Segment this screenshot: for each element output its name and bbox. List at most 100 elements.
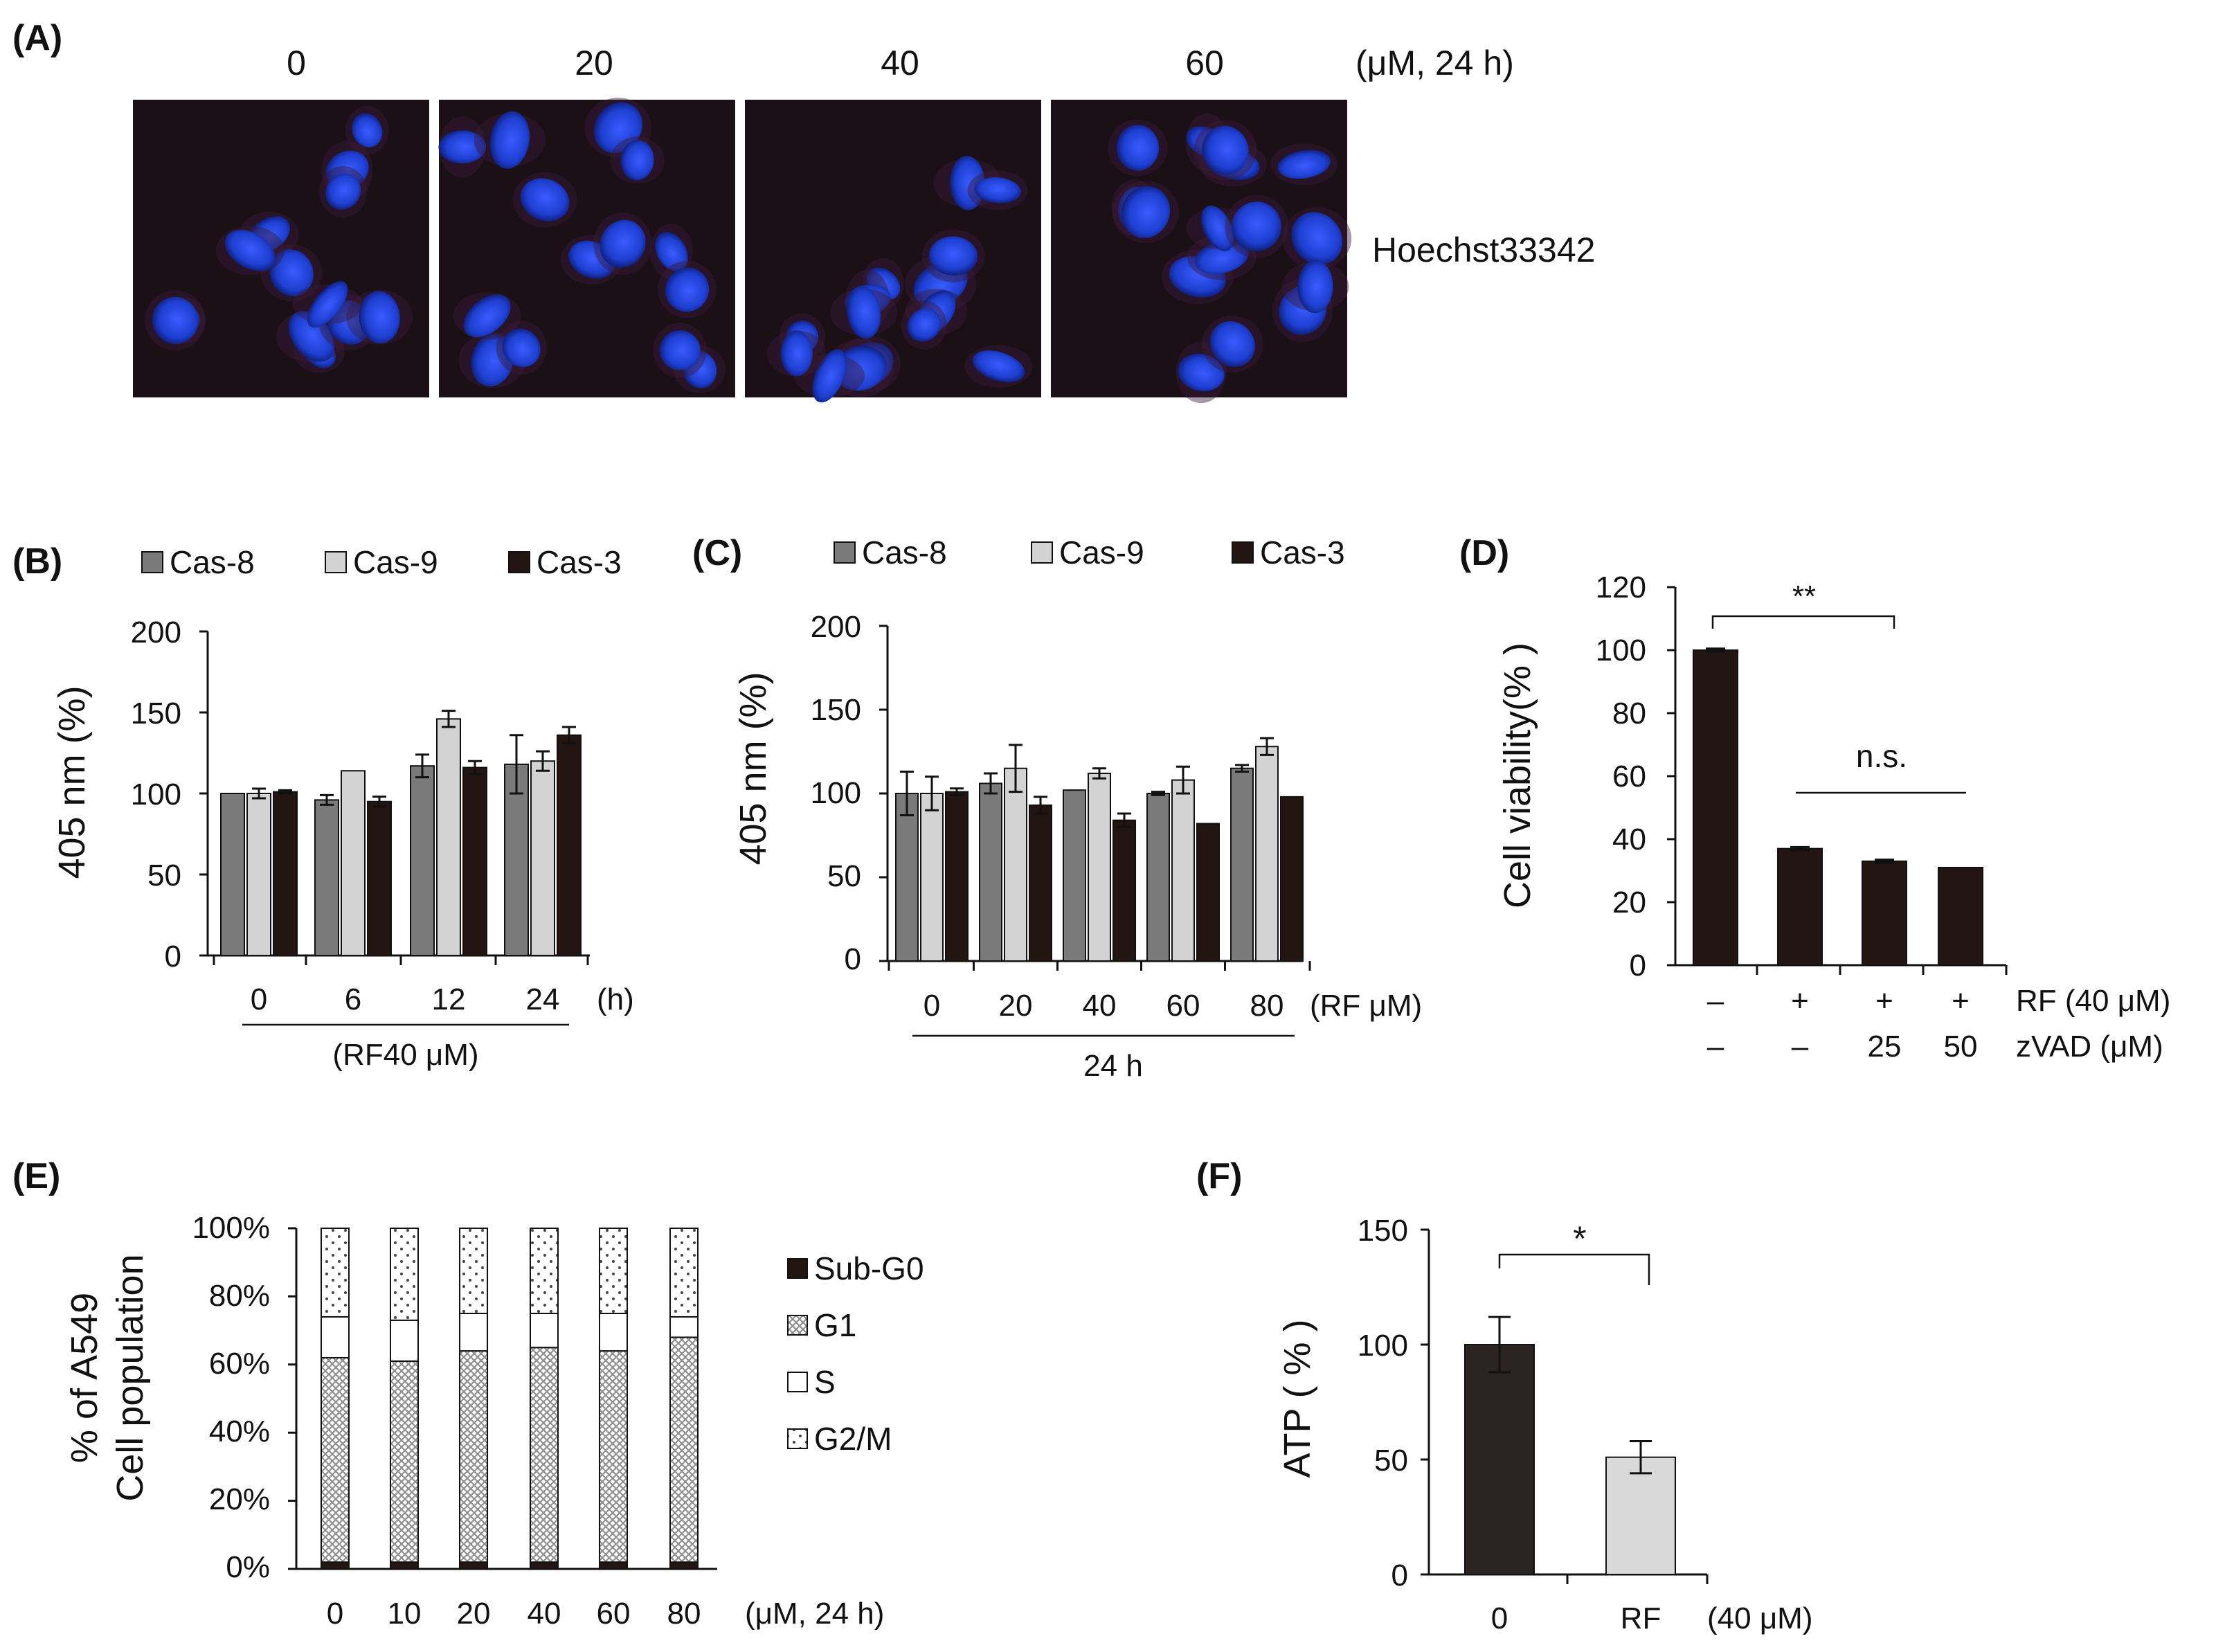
legend-swatch-subg0: [787, 1258, 808, 1279]
panel-b-label: (B): [12, 541, 62, 582]
nucleus: [1202, 125, 1249, 175]
x-tick-label: 0: [1491, 1601, 1508, 1635]
segment-g2m: [390, 1228, 419, 1321]
nucleus: [1194, 240, 1249, 274]
legend-label-cas3: Cas-3: [1260, 535, 1345, 571]
nucleus: [665, 267, 710, 312]
significance-bracket: [1711, 615, 1895, 629]
panel-a-unit: (μM, 24 h): [1355, 44, 1514, 82]
segment-subg0: [390, 1561, 419, 1570]
x-tick-label: 80: [667, 1597, 701, 1631]
significance-mark: *: [1573, 1219, 1586, 1258]
x-tick-label: 24: [526, 982, 560, 1016]
panel-c-ylabel: 405 nm (%): [732, 672, 774, 865]
legend-label-subg0: Sub-G0: [814, 1250, 924, 1286]
y-tick-label: 0: [165, 940, 181, 973]
legend-swatch-cas9: [1031, 541, 1053, 564]
panel-e-categories: 0 10 20 40 60 80: [327, 1597, 701, 1631]
y-tick-label: 60: [1612, 760, 1646, 793]
nucleus: [620, 140, 654, 181]
nucleus: [928, 236, 978, 276]
bar: [1171, 779, 1195, 962]
bar: [530, 760, 555, 956]
nucleus: [352, 113, 383, 147]
panel-e-ylabel-line1: % of A549: [64, 1293, 105, 1463]
y-tick-label: 50: [1374, 1444, 1408, 1478]
bar: [314, 799, 339, 956]
legend-label-cas8: Cas-8: [170, 544, 255, 580]
segment-subg0: [459, 1561, 488, 1570]
micrograph-tile: [438, 98, 735, 397]
rf-cell: +: [1875, 984, 1893, 1018]
x-tick-label: 0: [327, 1597, 343, 1631]
segment-s: [669, 1316, 699, 1338]
x-tick-label: 10: [388, 1597, 422, 1631]
micrograph-tile: [133, 100, 429, 397]
bar: [1280, 796, 1304, 962]
nucleus: [600, 219, 646, 268]
panel-c-label: (C): [692, 533, 742, 573]
x-tick-label: 80: [1250, 989, 1284, 1023]
rf-cell: –: [1707, 984, 1724, 1018]
segment-g1: [321, 1356, 350, 1563]
bar: [410, 765, 435, 956]
panel-c-group-label: 24 h: [1083, 1049, 1143, 1083]
panel-f-label: (F): [1196, 1156, 1242, 1196]
bar: [1029, 804, 1052, 962]
segment-g1: [669, 1336, 699, 1563]
x-tick-label: 0: [924, 989, 940, 1023]
y-tick-label: 20%: [209, 1482, 270, 1516]
zvad-cell: –: [1792, 1030, 1809, 1063]
panel-b-legend: Cas-8 Cas-9 Cas-3: [141, 544, 622, 580]
legend-swatch-g2m: [787, 1428, 808, 1449]
panel-e-x-unit: (μM, 24 h): [745, 1597, 884, 1631]
nucleus: [269, 249, 314, 296]
x-tick-label: 60: [1166, 989, 1200, 1023]
panel-b-yticks: 200 150 100 50 0: [131, 616, 181, 973]
bar: [1255, 746, 1279, 962]
panel-d-row-zvad: – – 25 50 zVAD (μM): [1707, 1030, 2163, 1063]
bar: [1146, 793, 1170, 962]
bar: [246, 793, 271, 956]
x-tick-label: 40: [528, 1597, 561, 1631]
segment-g1: [599, 1350, 628, 1563]
panel-a-conc-1: 20: [575, 44, 613, 82]
y-tick-label: 100: [131, 778, 181, 811]
y-tick-label: 200: [131, 616, 181, 649]
y-tick-label: 0%: [226, 1550, 270, 1584]
nucleus: [1201, 205, 1234, 251]
nucleus: [834, 345, 887, 391]
y-tick-label: 50: [827, 859, 861, 893]
significance-bracket: [1498, 1253, 1650, 1285]
panel-b-chart: Cas-8 Cas-9 Cas-3 405 nm (%) 200 150 100…: [51, 544, 634, 1072]
nucleus: [1116, 125, 1160, 171]
y-tick-label: 150: [811, 693, 861, 727]
panel-c-chart: Cas-8 Cas-9 Cas-3 405 nm (%) 200 150 100…: [732, 535, 1422, 1083]
bar: [1464, 1344, 1535, 1575]
bar: [1112, 819, 1136, 962]
nucleus: [520, 178, 570, 222]
segment-g1: [530, 1347, 559, 1563]
panel-e-bars: [288, 1227, 717, 1570]
legend-swatch-cas8: [834, 541, 856, 564]
panel-a-label: (A): [12, 18, 62, 58]
panel-c-x-unit: (RF μM): [1310, 989, 1422, 1023]
micrograph-tile: [745, 100, 1041, 403]
segment-g2m: [669, 1228, 699, 1318]
bar: [920, 793, 944, 962]
nucleus: [438, 130, 487, 164]
bar: [1063, 789, 1086, 962]
segment-subg0: [321, 1561, 350, 1570]
legend-label-g1: G1: [814, 1307, 856, 1343]
y-tick-label: 0: [845, 942, 861, 976]
nucleus: [1178, 353, 1225, 392]
x-tick-label: 20: [457, 1597, 491, 1631]
panel-a-stain-label: Hoechst33342: [1372, 231, 1595, 269]
bar: [1230, 767, 1254, 962]
y-tick-label: 50: [147, 859, 181, 892]
nucleus: [359, 291, 400, 344]
nucleus: [1121, 186, 1171, 238]
legend-swatch-s: [787, 1372, 808, 1392]
bar: [557, 734, 582, 956]
